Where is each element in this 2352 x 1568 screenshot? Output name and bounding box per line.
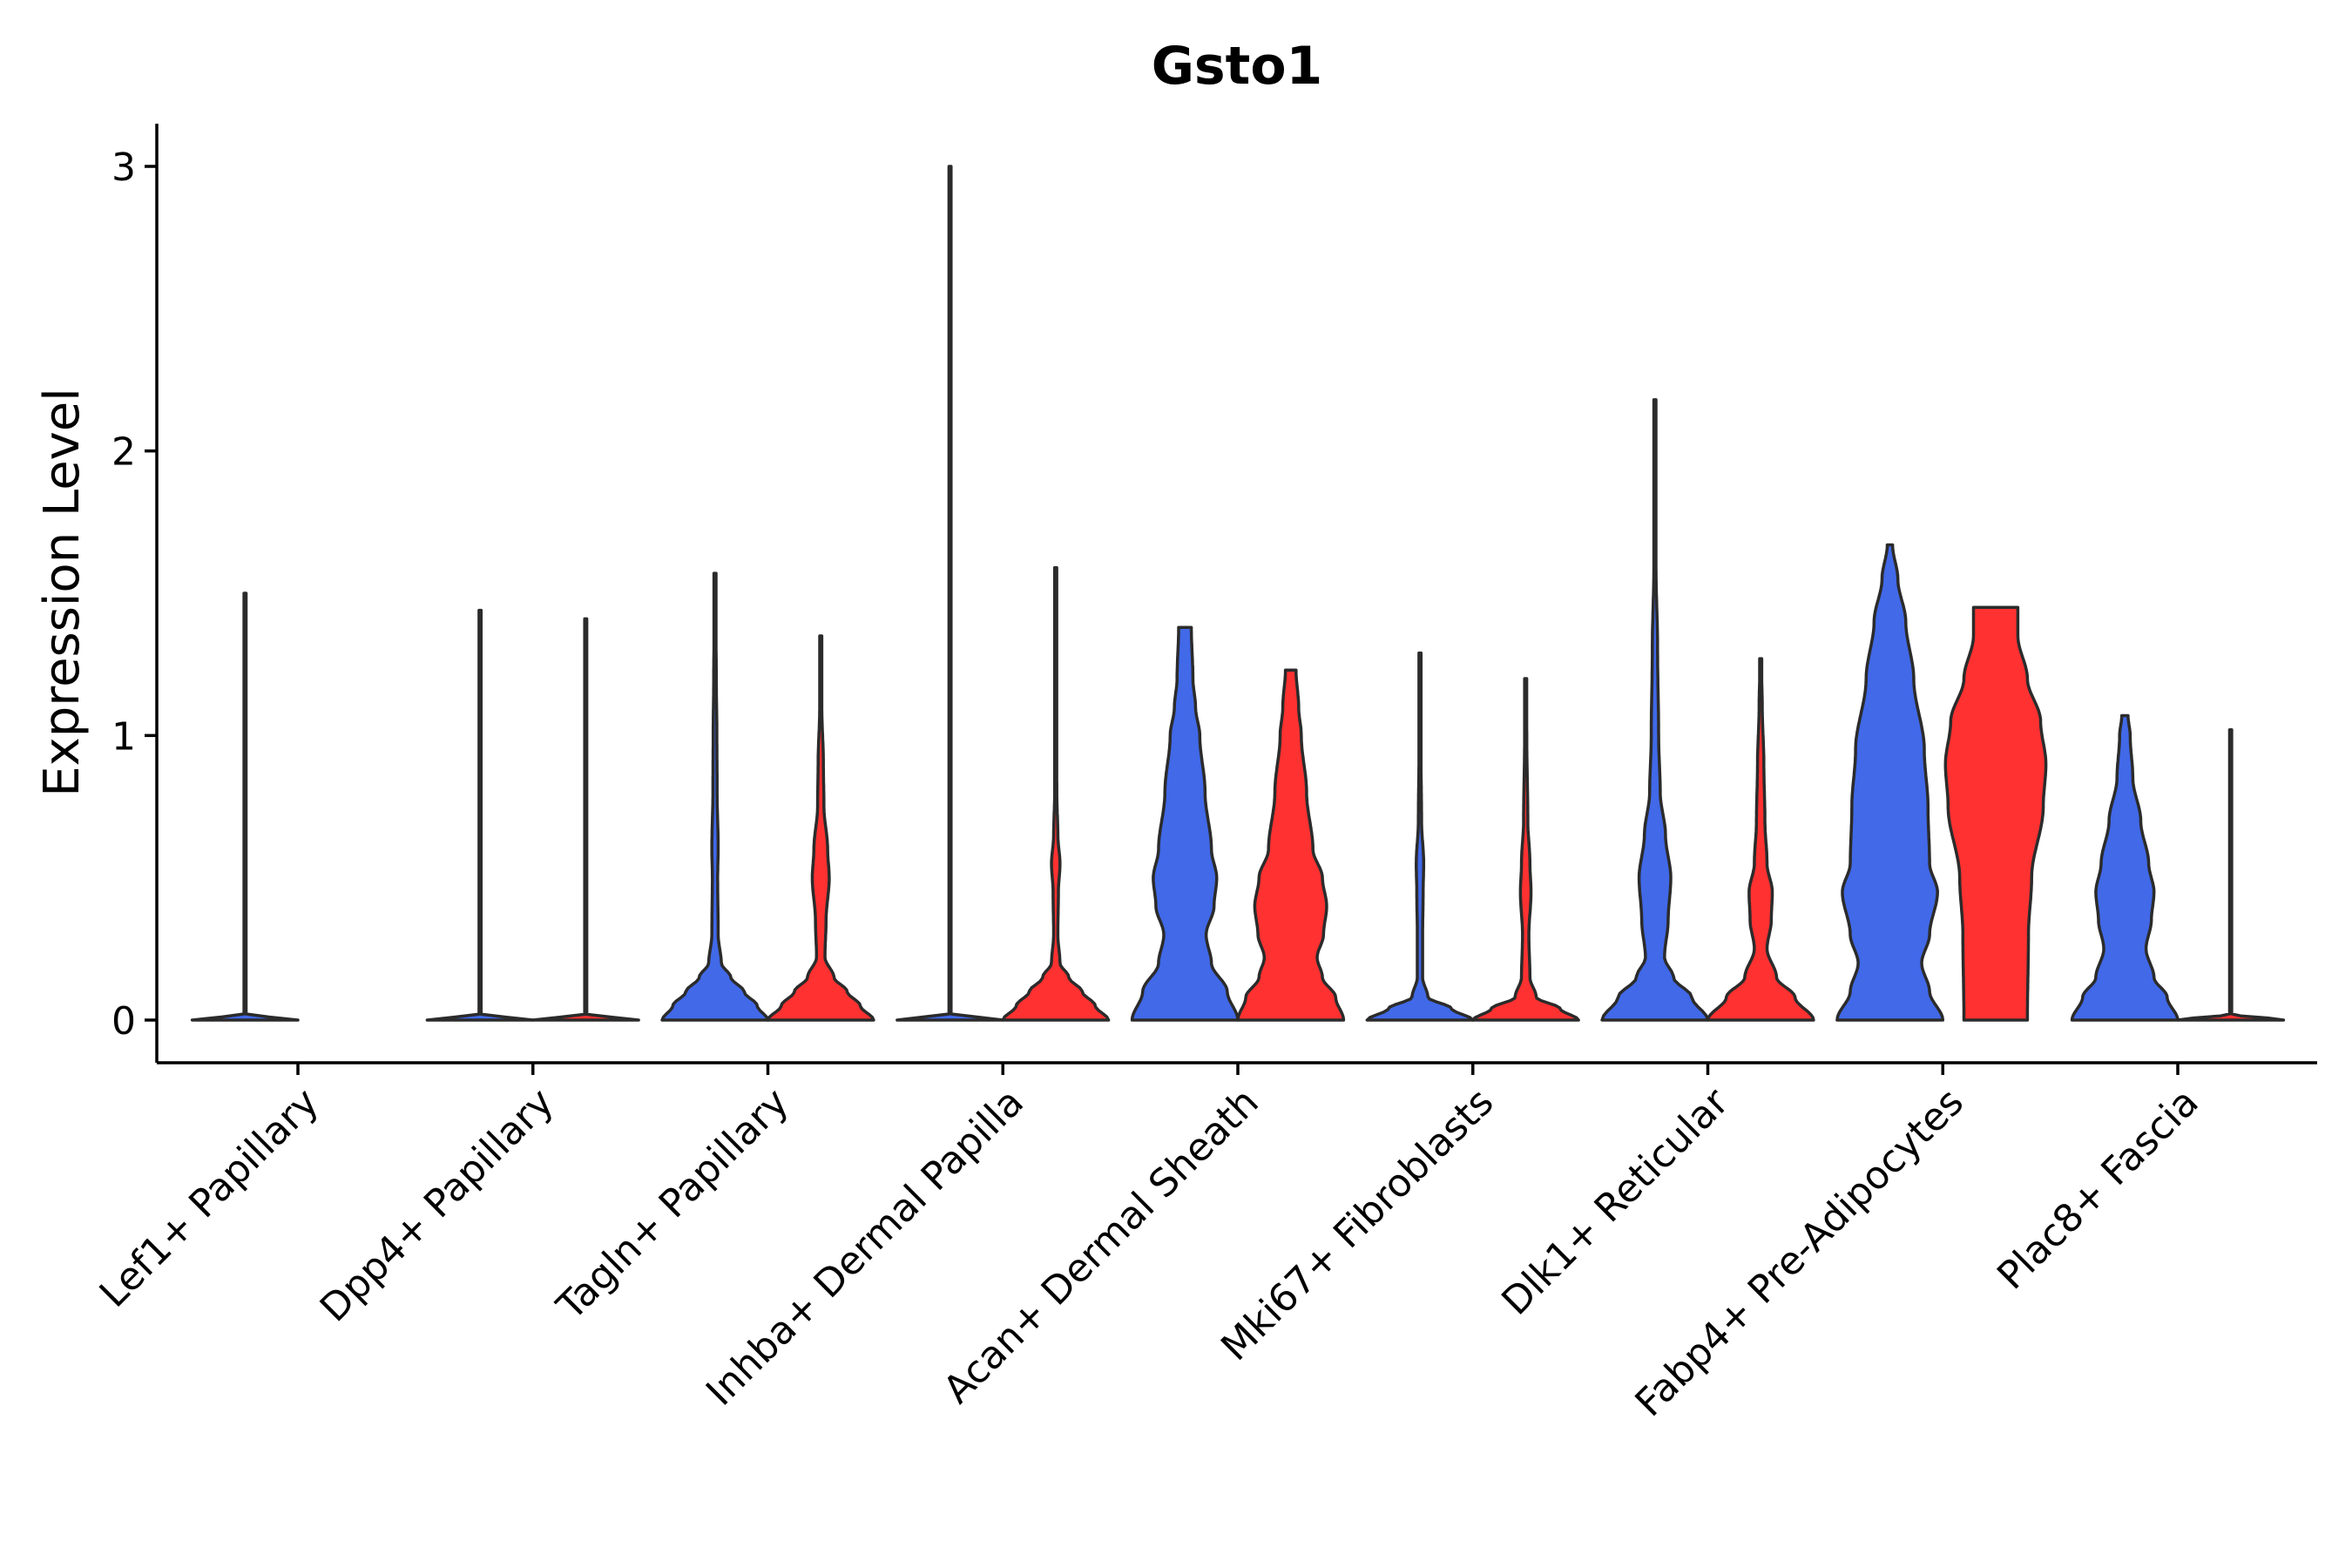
x-tick-label: Dpp4+ Papillary <box>312 1080 563 1331</box>
x-tick-label: Dlk1+ Reticular <box>1493 1079 1738 1324</box>
violin-series-2-3 <box>766 634 875 1022</box>
y-tick-label: 2 <box>112 430 136 475</box>
y-tick-label: 0 <box>112 999 136 1044</box>
violin-series-1-6 <box>1365 651 1475 1022</box>
violin-series-2-8 <box>1943 605 2048 1022</box>
violin-series-1-9 <box>2070 713 2180 1022</box>
violin-series-1-5 <box>1130 625 1240 1022</box>
violin-series-1-4 <box>896 165 1005 1022</box>
violin-series-2-5 <box>1236 668 1346 1022</box>
y-tick-label: 3 <box>112 145 136 190</box>
violin-series-2-9 <box>2176 728 2286 1022</box>
x-tick-label: Lef1+ Papillary <box>91 1080 328 1316</box>
violin-series-1-2 <box>425 608 535 1022</box>
chart-title: Gsto1 <box>1152 36 1323 97</box>
violin-series-1-8 <box>1835 543 1945 1022</box>
y-axis-label: Expression Level <box>34 388 91 797</box>
violin-series-1-3 <box>660 571 770 1022</box>
violin-series-1-7 <box>1600 398 1710 1022</box>
violin-series-2-4 <box>1001 565 1111 1022</box>
x-tick-label: Plac8+ Fascia <box>1989 1080 2207 1299</box>
violin-series-2-6 <box>1471 677 1580 1022</box>
violin-series-2-7 <box>1706 657 1815 1022</box>
violin-series-1-1 <box>190 591 300 1022</box>
x-tick-label: Mki67+ Fibroblasts <box>1213 1080 1502 1369</box>
y-ticks: 0 1 2 3 <box>112 145 157 1044</box>
violins-layer <box>190 165 2286 1022</box>
violin-series-2-2 <box>531 617 640 1022</box>
y-tick-label: 1 <box>112 714 136 759</box>
x-tick-label: Tagln+ Papillary <box>548 1080 797 1329</box>
